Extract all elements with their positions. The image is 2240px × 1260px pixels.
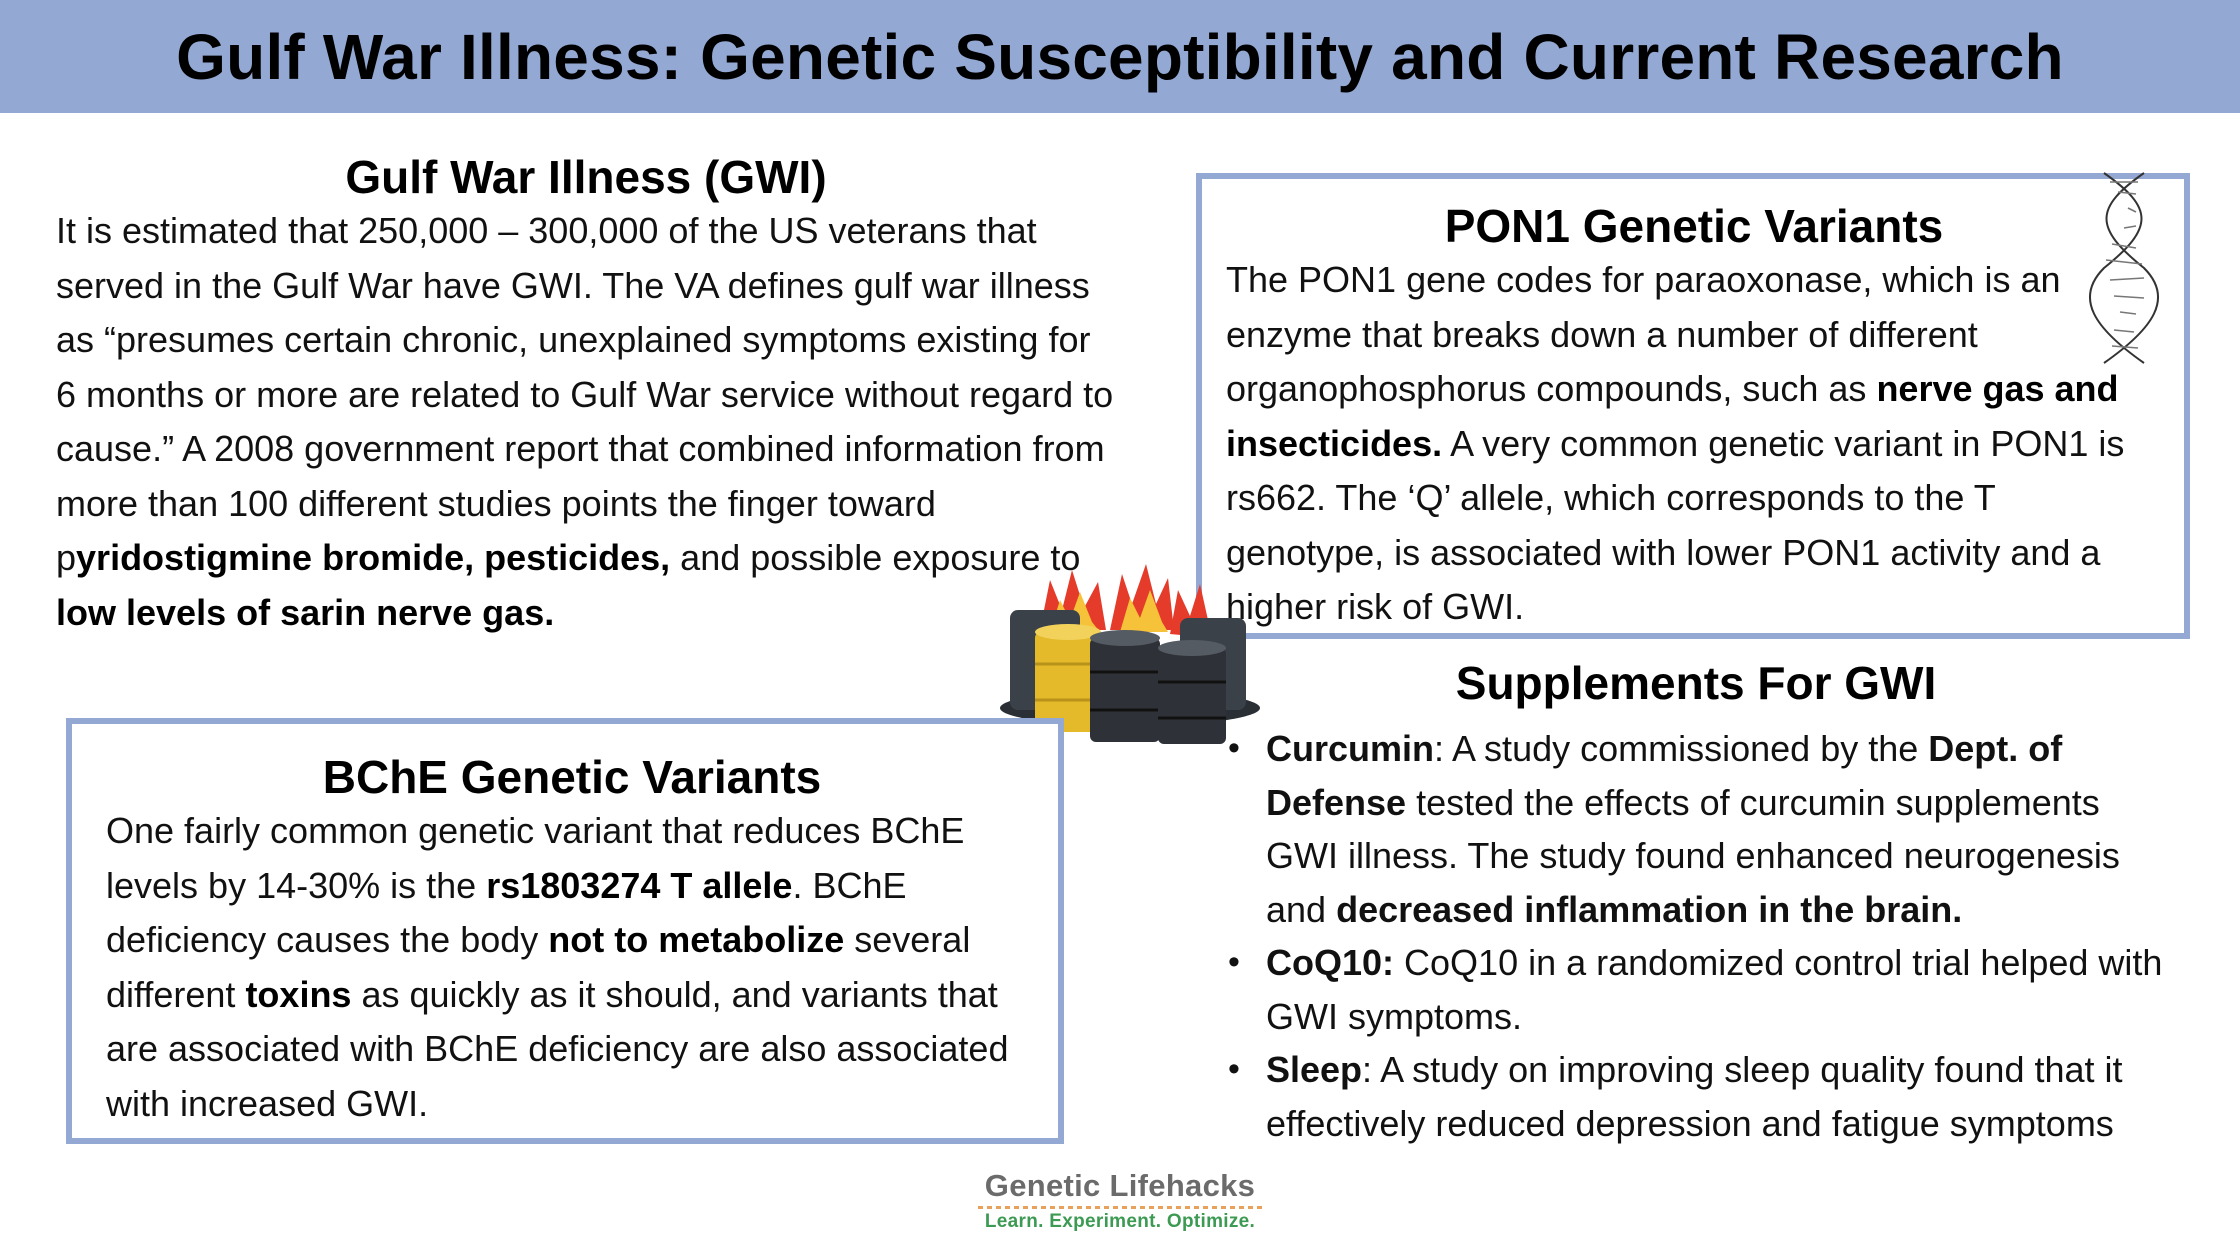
pon1-text-2: A very common genetic variant in PON1 is…: [1226, 422, 2125, 628]
bche-paragraph: One fairly common genetic variant that r…: [106, 804, 1038, 1131]
pon1-box: PON1 Genetic Variants The PON1 gene code…: [1196, 173, 2190, 639]
bche-bold-2: not to metabolize: [548, 919, 845, 960]
logo-tagline: Learn. Experiment. Optimize.: [984, 1211, 1256, 1232]
coq10-label: CoQ10:: [1266, 942, 1395, 983]
bullet-icon: •: [1228, 729, 1240, 767]
bullet-icon: •: [1228, 1050, 1240, 1088]
curcumin-text-1: : A study commissioned by the: [1434, 728, 1929, 769]
sleep-label: Sleep: [1266, 1049, 1363, 1090]
coq10-text: CoQ10 in a randomized control trial help…: [1266, 942, 2163, 1037]
supplements-list: • Curcumin: A study commissioned by the …: [1216, 722, 2176, 1150]
pon1-title: PON1 Genetic Variants: [1444, 200, 1944, 252]
pon1-bold-1: nerve gas and insecticides.: [1226, 368, 2119, 464]
bche-box: BChE Genetic Variants One fairly common …: [66, 718, 1064, 1144]
list-item-coq10: • CoQ10: CoQ10 in a randomized control t…: [1216, 936, 2176, 1043]
bche-bold-3: toxins: [245, 973, 352, 1015]
pon1-paragraph: The PON1 gene codes for paraoxonase, whi…: [1226, 253, 2162, 635]
list-item-curcumin: • Curcumin: A study commissioned by the …: [1216, 722, 2176, 936]
bche-text-4: as quickly as it should, and variants th…: [106, 973, 1009, 1124]
gwi-title: Gulf War Illness (GWI): [345, 151, 827, 203]
bullet-icon: •: [1228, 943, 1240, 981]
supplements-title: Supplements For GWI: [1455, 657, 1937, 709]
logo-brand: Genetic Lifehacks: [984, 1168, 1256, 1203]
dna-helix-icon: [2088, 172, 2160, 364]
bche-title: BChE Genetic Variants: [322, 751, 822, 803]
bche-text-1: One fairly common genetic variant that r…: [106, 810, 965, 906]
gwi-paragraph: It is estimated that 250,000 – 300,000 o…: [56, 204, 1116, 640]
curcumin-bold-3: decreased inflammation in the brain.: [1336, 888, 1963, 930]
supplements-section: Supplements For GWI • Curcumin: A study …: [1216, 656, 2176, 1150]
sleep-text: : A study on improving sleep quality fou…: [1266, 1049, 2123, 1144]
curcumin-bold-2: Dept. of Defense: [1266, 728, 2063, 823]
header-banner: Gulf War Illness: Genetic Susceptibility…: [0, 0, 2240, 113]
page-title: Gulf War Illness: Genetic Susceptibility…: [176, 20, 2064, 93]
bche-text-2: . BChE deficiency causes the body: [106, 864, 907, 961]
gwi-text-1: It is estimated that 250,000 – 300,000 o…: [56, 210, 1114, 578]
logo-divider: [978, 1206, 1262, 1209]
gwi-bold-2: low levels of sarin nerve gas.: [56, 591, 555, 633]
burning-barrels-icon: [1000, 564, 1260, 744]
gwi-bold-1: yridostigmine bromide, pesticides,: [76, 537, 671, 578]
bche-bold-1: rs1803274 T allele: [486, 864, 793, 906]
list-item-sleep: • Sleep: A study on improving sleep qual…: [1216, 1043, 2176, 1150]
curcumin-label: Curcumin: [1266, 728, 1435, 769]
pon1-text-1: The PON1 gene codes for paraoxonase, whi…: [1226, 259, 2061, 409]
genetic-lifehacks-logo: Genetic Lifehacks Learn. Experiment. Opt…: [960, 1168, 1280, 1233]
gwi-section: Gulf War Illness (GWI) It is estimated t…: [56, 150, 1116, 640]
bche-text-3: several different: [106, 919, 971, 1015]
curcumin-text-2: tested the effects of curcumin supplemen…: [1266, 781, 2120, 930]
gwi-text-2: and possible exposure to: [670, 537, 1081, 578]
